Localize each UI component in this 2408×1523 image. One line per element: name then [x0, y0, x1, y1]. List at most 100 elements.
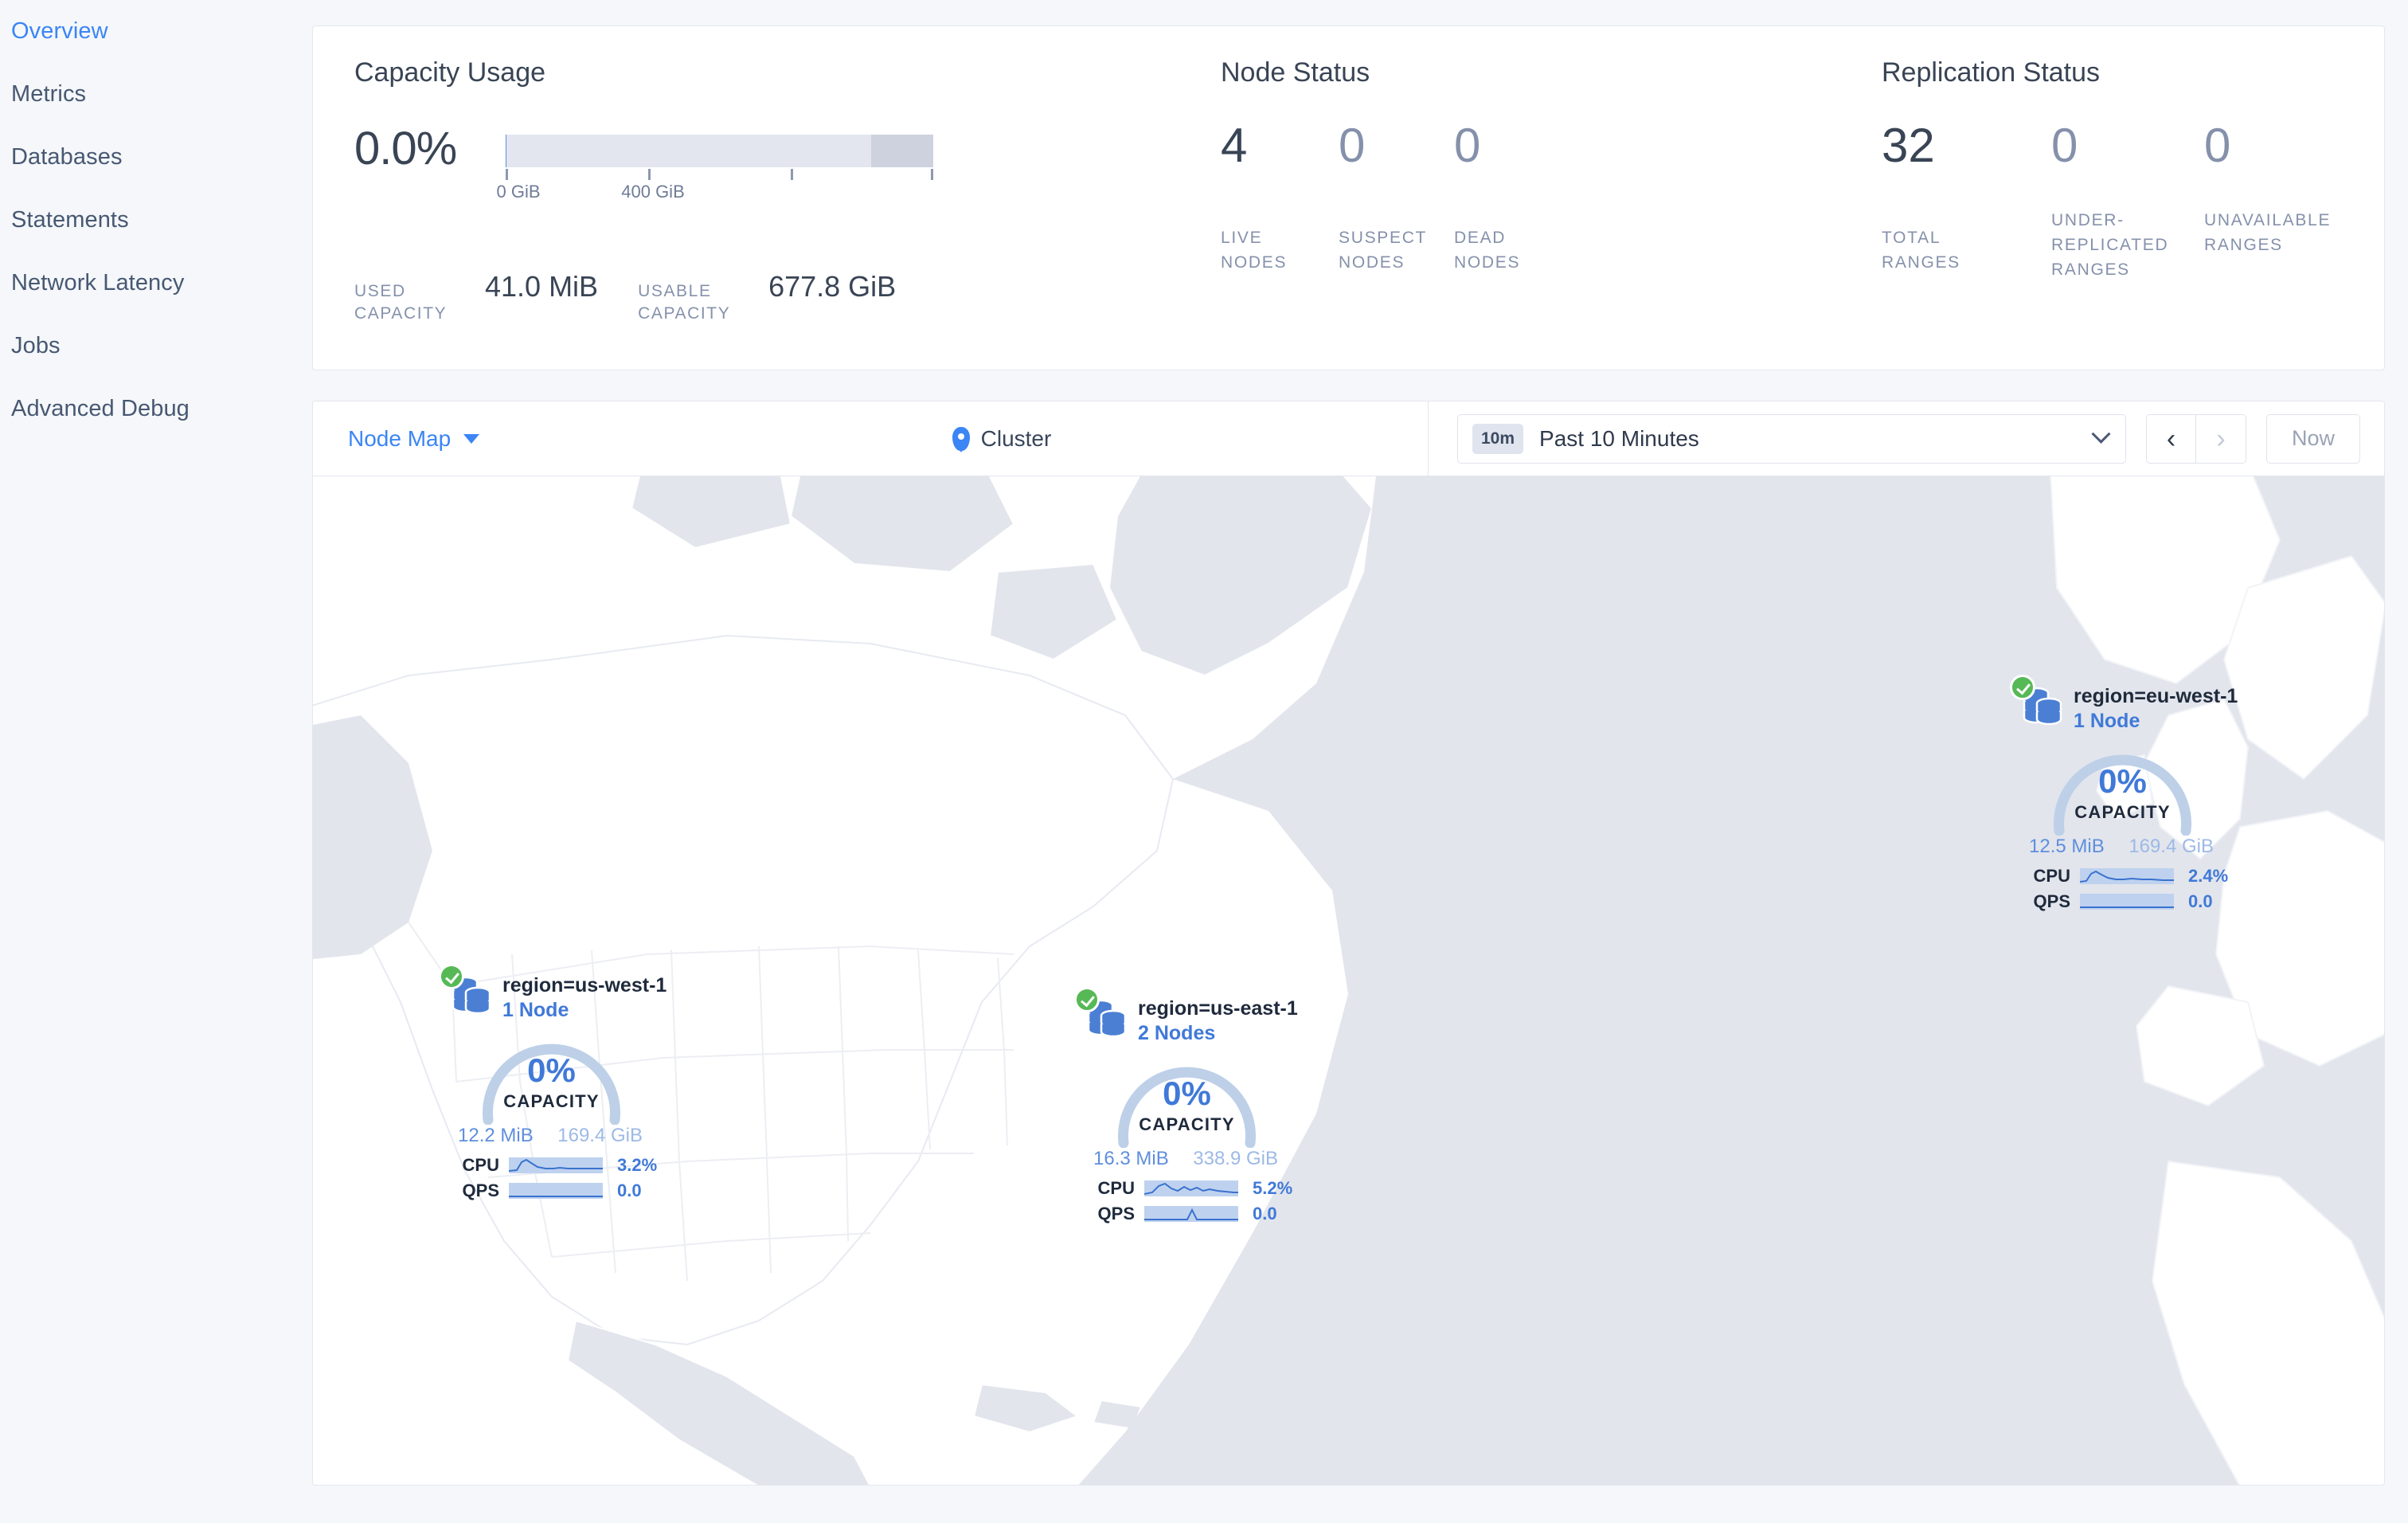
- stat-unavailable-ranges: 0 UNAVAILABLE RANGES: [2204, 120, 2355, 255]
- capacity-total-value: 169.4 GiB: [557, 1125, 643, 1146]
- capacity-gauge-caption: CAPACITY: [2074, 802, 2171, 822]
- cluster-summary-card: Capacity Usage 0.0% 0 GiB 400 G: [312, 25, 2385, 370]
- locality-node-count: 1 Node: [2074, 710, 2140, 732]
- capacity-usage-title: Capacity Usage: [354, 57, 546, 88]
- metric-label: CPU: [1097, 1178, 1135, 1198]
- stat-value: 32: [1882, 119, 1935, 172]
- sidebar-item-metrics[interactable]: Metrics: [0, 63, 312, 126]
- time-prev-button[interactable]: ‹: [2147, 414, 2196, 463]
- metric-label: CPU: [462, 1155, 499, 1175]
- capacity-tick-label-0: 0 GiB: [496, 182, 541, 202]
- sidebar-item-advanced-debug[interactable]: Advanced Debug: [0, 378, 312, 440]
- capacity-bar-wrap: 0 GiB 400 GiB: [496, 135, 999, 202]
- metric-row-qps: QPS 0.0: [450, 1180, 666, 1201]
- metric-value: 0.0: [617, 1180, 642, 1200]
- replication-status-stats: 32 TOTAL RANGES 0 UNDER- REPLICATED RANG…: [1882, 119, 2384, 280]
- capacity-gauge-percent: 0%: [527, 1051, 576, 1089]
- time-range-selector[interactable]: 10m Past 10 Minutes: [1457, 413, 2126, 464]
- locality-marker-us-east-1[interactable]: region=us-east-1 2 Nodes 0% CAPACITY 16.…: [1074, 987, 1298, 1224]
- locality-title: region=us-east-1: [1138, 997, 1298, 1020]
- capacity-gauge: 0% CAPACITY: [2037, 742, 2208, 836]
- stat-caption: DEAD NODES: [1454, 229, 1521, 272]
- node-map-canvas[interactable]: region=us-west-1 1 Node 0% CAPACITY 12.2…: [313, 476, 2384, 1485]
- map-scope-label: Cluster: [980, 425, 1052, 451]
- time-next-button[interactable]: ›: [2196, 414, 2246, 463]
- usable-capacity-value: 677.8 GiB: [768, 270, 897, 303]
- locality-header: region=us-west-1 1 Node: [439, 964, 666, 1023]
- node-status-title: Node Status: [1221, 57, 1370, 88]
- node-map-view-dropdown[interactable]: Node Map: [313, 426, 576, 452]
- capacity-usage-bar-row: 0.0% 0 GiB 400 GiB: [354, 123, 1221, 202]
- locality-node-count: 1 Node: [502, 999, 569, 1021]
- stat-value: 0: [2051, 119, 2078, 172]
- locality-header: region=eu-west-1 1 Node: [2010, 675, 2238, 734]
- capacity-tick-label-1: 400 GiB: [621, 182, 685, 202]
- sidebar-item-label: Databases: [11, 144, 123, 170]
- replication-status-panel: Replication Status 32 TOTAL RANGES 0 UND…: [1882, 26, 2384, 370]
- stat-dead-nodes: 0 DEAD NODES: [1454, 120, 1566, 272]
- metric-row-qps: QPS 0.0: [2021, 891, 2238, 912]
- sidebar-item-overview[interactable]: Overview: [0, 0, 312, 63]
- metric-label: CPU: [2033, 866, 2070, 886]
- capacity-total-value: 169.4 GiB: [2128, 836, 2214, 857]
- map-toolbar: Node Map Cluster 10m Past 10 Minutes ‹ ›…: [313, 401, 2384, 476]
- sidebar-item-statements[interactable]: Statements: [0, 189, 312, 252]
- time-nav-arrows: ‹ ›: [2146, 413, 2246, 464]
- cpu-sparkline-chart: [2080, 868, 2174, 884]
- database-stack-icon: [439, 964, 493, 1015]
- metric-row-cpu: CPU 5.2%: [1085, 1178, 1298, 1199]
- locality-marker-eu-west-1[interactable]: region=eu-west-1 1 Node 0% CAPACITY 12.5…: [2010, 675, 2238, 912]
- stat-caption: UNAVAILABLE RANGES: [2204, 211, 2332, 254]
- used-capacity-group: USED CAPACITY 41.0 MiB: [354, 270, 598, 325]
- capacity-arc-icon: [2054, 754, 2191, 836]
- locality-marker-us-west-1[interactable]: region=us-west-1 1 Node 0% CAPACITY 12.2…: [439, 964, 666, 1201]
- stat-under-replicated-ranges: 0 UNDER- REPLICATED RANGES: [2051, 119, 2204, 280]
- database-cylinders-icon: [2023, 687, 2062, 726]
- status-ok-check-icon: [439, 964, 464, 989]
- locality-labels: region=us-east-1 2 Nodes: [1138, 996, 1298, 1046]
- capacity-used-value: 12.5 MiB: [2029, 836, 2105, 857]
- sidebar-item-label: Overview: [11, 18, 108, 44]
- stat-total-ranges: 32 TOTAL RANGES: [1882, 119, 2051, 272]
- metric-value: 5.2%: [1253, 1178, 1293, 1198]
- locality-labels: region=us-west-1 1 Node: [502, 973, 666, 1023]
- capacity-gauge-caption: CAPACITY: [1139, 1114, 1235, 1134]
- time-now-button[interactable]: Now: [2266, 413, 2360, 464]
- map-scope-breadcrumb[interactable]: Cluster: [576, 401, 1429, 476]
- stat-value: 0: [1339, 119, 1366, 172]
- capacity-bar-tick-labels: 0 GiB 400 GiB: [496, 182, 999, 202]
- sidebar: Overview Metrics Databases Statements Ne…: [0, 0, 312, 1523]
- sidebar-item-databases[interactable]: Databases: [0, 126, 312, 189]
- capacity-gauge: 0% CAPACITY: [466, 1031, 637, 1125]
- sidebar-item-network-latency[interactable]: Network Latency: [0, 252, 312, 315]
- used-capacity-value: 41.0 MiB: [485, 270, 599, 303]
- capacity-used-value: 12.2 MiB: [458, 1125, 534, 1146]
- sidebar-item-jobs[interactable]: Jobs: [0, 315, 312, 378]
- metric-value: 0.0: [2188, 891, 2213, 911]
- time-range-badge: 10m: [1472, 423, 1524, 454]
- stat-caption: SUSPECT NODES: [1339, 229, 1428, 272]
- capacity-bar: [506, 135, 933, 167]
- capacity-gauge-values: 16.3 MiB 338.9 GiB: [1093, 1148, 1278, 1173]
- used-capacity-label: USED CAPACITY: [354, 282, 448, 323]
- metric-value: 3.2%: [617, 1155, 658, 1175]
- metric-value: 0.0: [1253, 1204, 1277, 1223]
- metric-label: QPS: [2033, 891, 2070, 911]
- database-stack-icon: [1074, 987, 1128, 1038]
- replication-status-title: Replication Status: [1882, 57, 2101, 88]
- capacity-arc-icon: [1118, 1067, 1256, 1148]
- sidebar-item-label: Network Latency: [11, 270, 185, 296]
- metric-value: 2.4%: [2188, 866, 2229, 886]
- database-stack-icon: [2010, 675, 2064, 726]
- capacity-percent: 0.0%: [354, 123, 457, 174]
- node-status-stats: 4 LIVE NODES 0 SUSPECT NODES 0 DEAD NODE…: [1221, 119, 1882, 272]
- capacity-gauge-percent: 0%: [2098, 762, 2147, 800]
- stat-caption: UNDER- REPLICATED RANGES: [2051, 211, 2169, 279]
- node-map-card: Node Map Cluster 10m Past 10 Minutes ‹ ›…: [312, 401, 2385, 1486]
- status-ok-check-icon: [1074, 987, 1100, 1012]
- locality-title: region=eu-west-1: [2074, 685, 2238, 707]
- capacity-gauge: 0% CAPACITY: [1101, 1054, 1272, 1148]
- metric-label: QPS: [1097, 1204, 1135, 1223]
- qps-sparkline-chart: [1144, 1206, 1238, 1222]
